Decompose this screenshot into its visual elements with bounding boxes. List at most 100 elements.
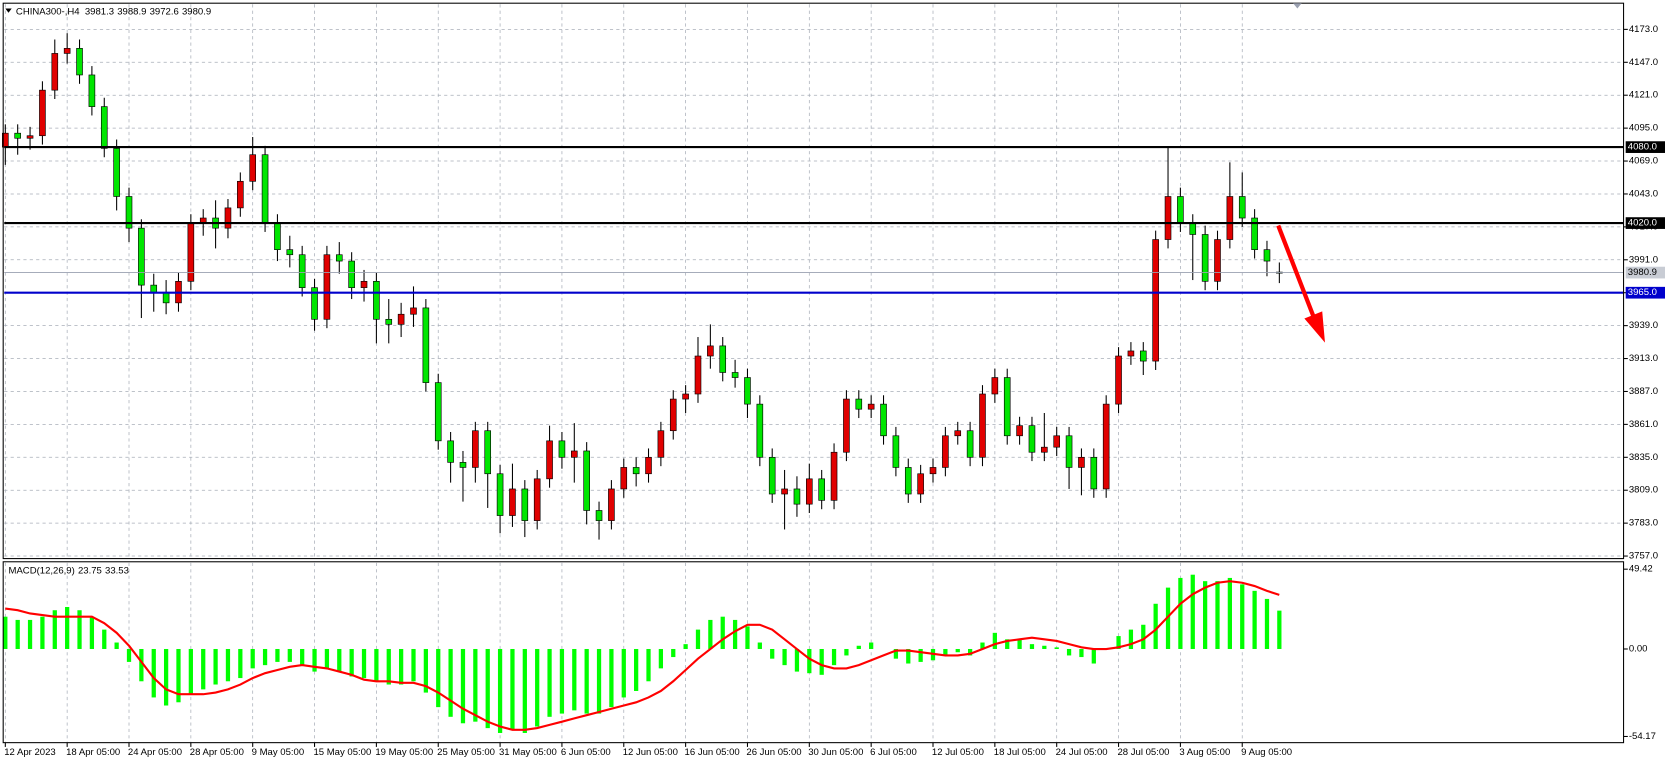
candle-body	[162, 292, 170, 304]
macd-bar	[77, 610, 82, 649]
macd-tick-label: 49.42	[1629, 564, 1653, 575]
macd-bar	[980, 642, 985, 649]
price-label-box	[1625, 266, 1665, 279]
candle-body	[14, 132, 21, 139]
macd-panel-border	[2, 561, 1625, 744]
macd-bar	[411, 648, 416, 682]
candle-body	[373, 281, 380, 320]
candle-body	[830, 451, 838, 501]
macd-bar	[807, 648, 812, 674]
candle-body	[880, 403, 887, 437]
macd-bar	[572, 648, 577, 711]
candle-body	[608, 488, 615, 521]
macd-bar	[3, 616, 8, 649]
candle-body	[843, 398, 850, 453]
macd-bar	[436, 648, 441, 708]
macd-bar	[386, 648, 391, 685]
macd-bar	[955, 648, 960, 653]
macd-bar	[831, 648, 837, 666]
macd-bar	[337, 648, 342, 672]
candle-body	[459, 462, 467, 468]
macd-bar	[287, 648, 292, 662]
candle-body	[385, 318, 393, 325]
candle-body	[707, 345, 714, 357]
x-tick-label: 12 Apr 2023	[4, 747, 55, 758]
candle-body	[595, 510, 603, 521]
macd-bar	[213, 648, 218, 685]
x-tick-label: 12 Jun 05:00	[623, 747, 678, 758]
candle-body	[509, 488, 516, 516]
x-tick-label: 19 May 05:00	[375, 747, 433, 758]
macd-bar	[683, 644, 688, 649]
macd-bar	[374, 648, 379, 682]
macd-bar	[312, 648, 317, 672]
y-tick-label: 4147.0	[1629, 57, 1658, 68]
macd-bar	[1005, 639, 1010, 649]
candle-body	[781, 488, 788, 495]
candle-body	[904, 467, 912, 495]
candle-body	[719, 345, 727, 373]
candle-body	[447, 440, 454, 463]
menu-triangle[interactable]	[5, 8, 12, 13]
candle-body	[855, 398, 863, 410]
candle-body	[1016, 425, 1023, 437]
candle-body	[991, 377, 999, 395]
x-tick-label: 31 May 05:00	[499, 747, 557, 758]
candle-body	[348, 260, 355, 288]
macd-bar	[906, 648, 911, 664]
quote-open: 3981.3	[85, 6, 114, 17]
chart-header: CHINA300-,H4 3981.3 3988.9 3972.6 3980.9	[16, 6, 211, 17]
y-tick-label: 3835.0	[1629, 452, 1658, 463]
candle-body	[249, 154, 256, 182]
price-label: 4020.0	[1628, 218, 1657, 229]
macd-bar	[163, 648, 169, 706]
macd-bar	[1017, 639, 1022, 649]
macd-bar	[621, 648, 626, 698]
macd-bar	[473, 648, 478, 722]
candle-body	[521, 488, 529, 521]
macd-bar	[1141, 624, 1146, 649]
price-label-box	[1625, 286, 1665, 299]
candle-body	[806, 478, 813, 505]
candle-body	[323, 254, 331, 320]
candle-body	[942, 435, 949, 468]
macd-bar	[1079, 648, 1084, 658]
y-tick-label: 4069.0	[1629, 156, 1658, 167]
macd-bar	[844, 648, 849, 656]
macd-bar	[201, 648, 206, 690]
candle-body	[571, 450, 578, 458]
signal-value: 33.53	[105, 565, 129, 576]
candle-body	[583, 450, 590, 511]
candle-body	[237, 180, 244, 209]
candle-body	[1251, 217, 1258, 250]
macd-bar	[1277, 610, 1282, 649]
macd-bar	[708, 619, 713, 649]
y-tick-label: 4095.0	[1629, 123, 1658, 134]
candle-body	[150, 284, 158, 294]
candle-body	[558, 440, 566, 458]
macd-bar	[609, 648, 614, 708]
macd-bar	[1203, 581, 1208, 649]
candle-body	[768, 456, 776, 495]
x-tick-label: 6 Jul 05:00	[870, 747, 917, 758]
x-tick-label: 28 Jul 05:00	[1117, 747, 1169, 758]
macd-bar	[1227, 577, 1232, 649]
macd-bar	[460, 648, 466, 724]
x-tick-label: 26 Jun 05:00	[746, 747, 801, 758]
macd-bar	[139, 648, 144, 682]
y-tick-label: 4121.0	[1629, 90, 1658, 101]
macd-bar	[1190, 574, 1195, 649]
macd-bar	[695, 629, 701, 649]
macd-bar	[151, 648, 156, 698]
candle-body	[1189, 222, 1197, 235]
candle-body	[818, 478, 825, 501]
y-tick-label: 3939.0	[1629, 320, 1658, 331]
macd-bar	[634, 648, 639, 691]
x-tick-label: 16 Jun 05:00	[685, 747, 740, 758]
macd-bar	[596, 648, 602, 714]
macd-bar	[918, 648, 923, 662]
price-label-box	[1625, 141, 1665, 153]
candle-body	[1028, 425, 1036, 453]
candle-body	[620, 467, 628, 490]
